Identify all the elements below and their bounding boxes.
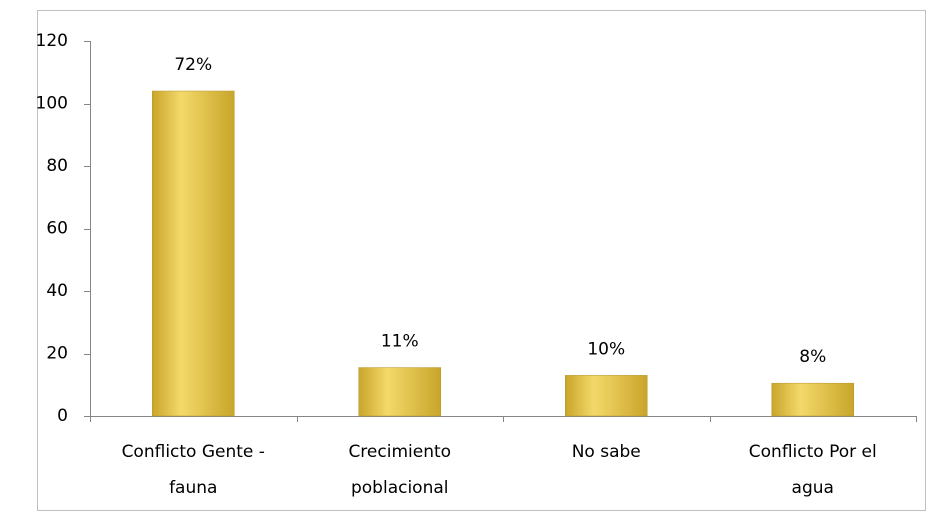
bar xyxy=(358,367,441,417)
data-label: 72% xyxy=(174,55,212,75)
y-tick-label: 60 xyxy=(46,219,68,239)
x-tick-label: No sabe xyxy=(572,442,641,462)
y-tick-label: 40 xyxy=(46,281,68,301)
y-tick-label: 20 xyxy=(46,344,68,364)
y-tick-label: 100 xyxy=(36,94,68,114)
bar xyxy=(771,382,854,417)
x-tick-label: Conflicto Por el agua xyxy=(749,442,877,498)
y-tick-label: 80 xyxy=(46,156,68,176)
x-tick-label: Crecimiento poblacional xyxy=(348,442,451,498)
y-tick-label: 120 xyxy=(36,31,68,51)
data-label: 8% xyxy=(799,347,826,367)
bar xyxy=(565,375,648,417)
x-tick-label: Conflicto Gente -fauna xyxy=(122,442,265,498)
y-tick-label: 0 xyxy=(57,406,68,426)
bar xyxy=(152,90,235,417)
data-label: 11% xyxy=(381,332,419,352)
data-label: 10% xyxy=(587,339,625,359)
chart-border xyxy=(37,10,926,511)
